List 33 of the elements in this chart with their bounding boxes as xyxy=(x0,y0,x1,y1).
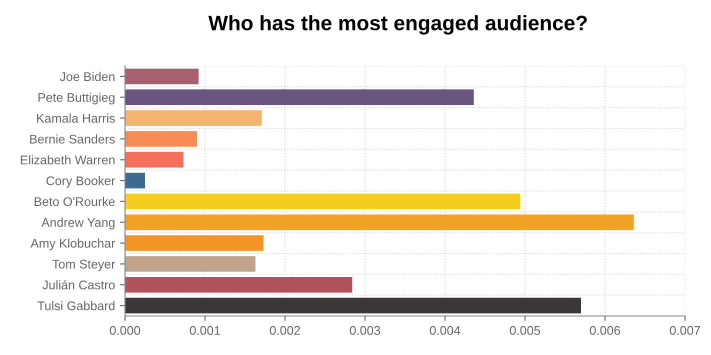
x-tick-label: 0.006 xyxy=(590,326,620,335)
y-tick-label: Amy Klobuchar xyxy=(30,238,116,250)
bar xyxy=(125,194,520,210)
y-tick-label: Beto O'Rourke xyxy=(34,196,115,206)
bar xyxy=(125,256,256,272)
y-tick-label: Pete Buttigieg xyxy=(38,92,114,104)
x-tick-label: 0.004 xyxy=(430,326,460,335)
bar xyxy=(125,110,262,126)
y-tick-label: Tulsi Gabbard xyxy=(38,301,114,310)
bar xyxy=(125,131,197,147)
bar xyxy=(125,172,145,188)
bar xyxy=(125,235,264,251)
y-tick-label: Cory Booker xyxy=(46,176,116,188)
x-tick-label: 0.002 xyxy=(270,326,300,335)
y-tick-label: Tom Steyer xyxy=(52,260,116,272)
x-tick-label: 0.007 xyxy=(670,326,700,335)
x-tick-label: 0.003 xyxy=(350,326,380,335)
bar xyxy=(125,152,184,168)
x-tick-label: 0.001 xyxy=(190,326,220,335)
chart-title: Who has the most engaged audience? xyxy=(208,15,587,35)
y-tick-label: Elizabeth Warren xyxy=(20,155,114,164)
bar xyxy=(125,298,581,314)
y-tick-label: Bernie Sanders xyxy=(30,134,115,144)
y-tick-label: Julián Castro xyxy=(42,280,115,290)
x-tick-label: 0.005 xyxy=(510,326,540,335)
y-tick-label: Kamala Harris xyxy=(37,114,115,123)
y-tick-label: Joe Biden xyxy=(60,72,114,82)
bar xyxy=(125,214,634,230)
y-tick-label: Andrew Yang xyxy=(41,218,114,230)
bar xyxy=(125,68,199,84)
bar xyxy=(125,276,352,293)
bar xyxy=(125,89,474,106)
x-tick-label: 0.000 xyxy=(110,326,140,335)
